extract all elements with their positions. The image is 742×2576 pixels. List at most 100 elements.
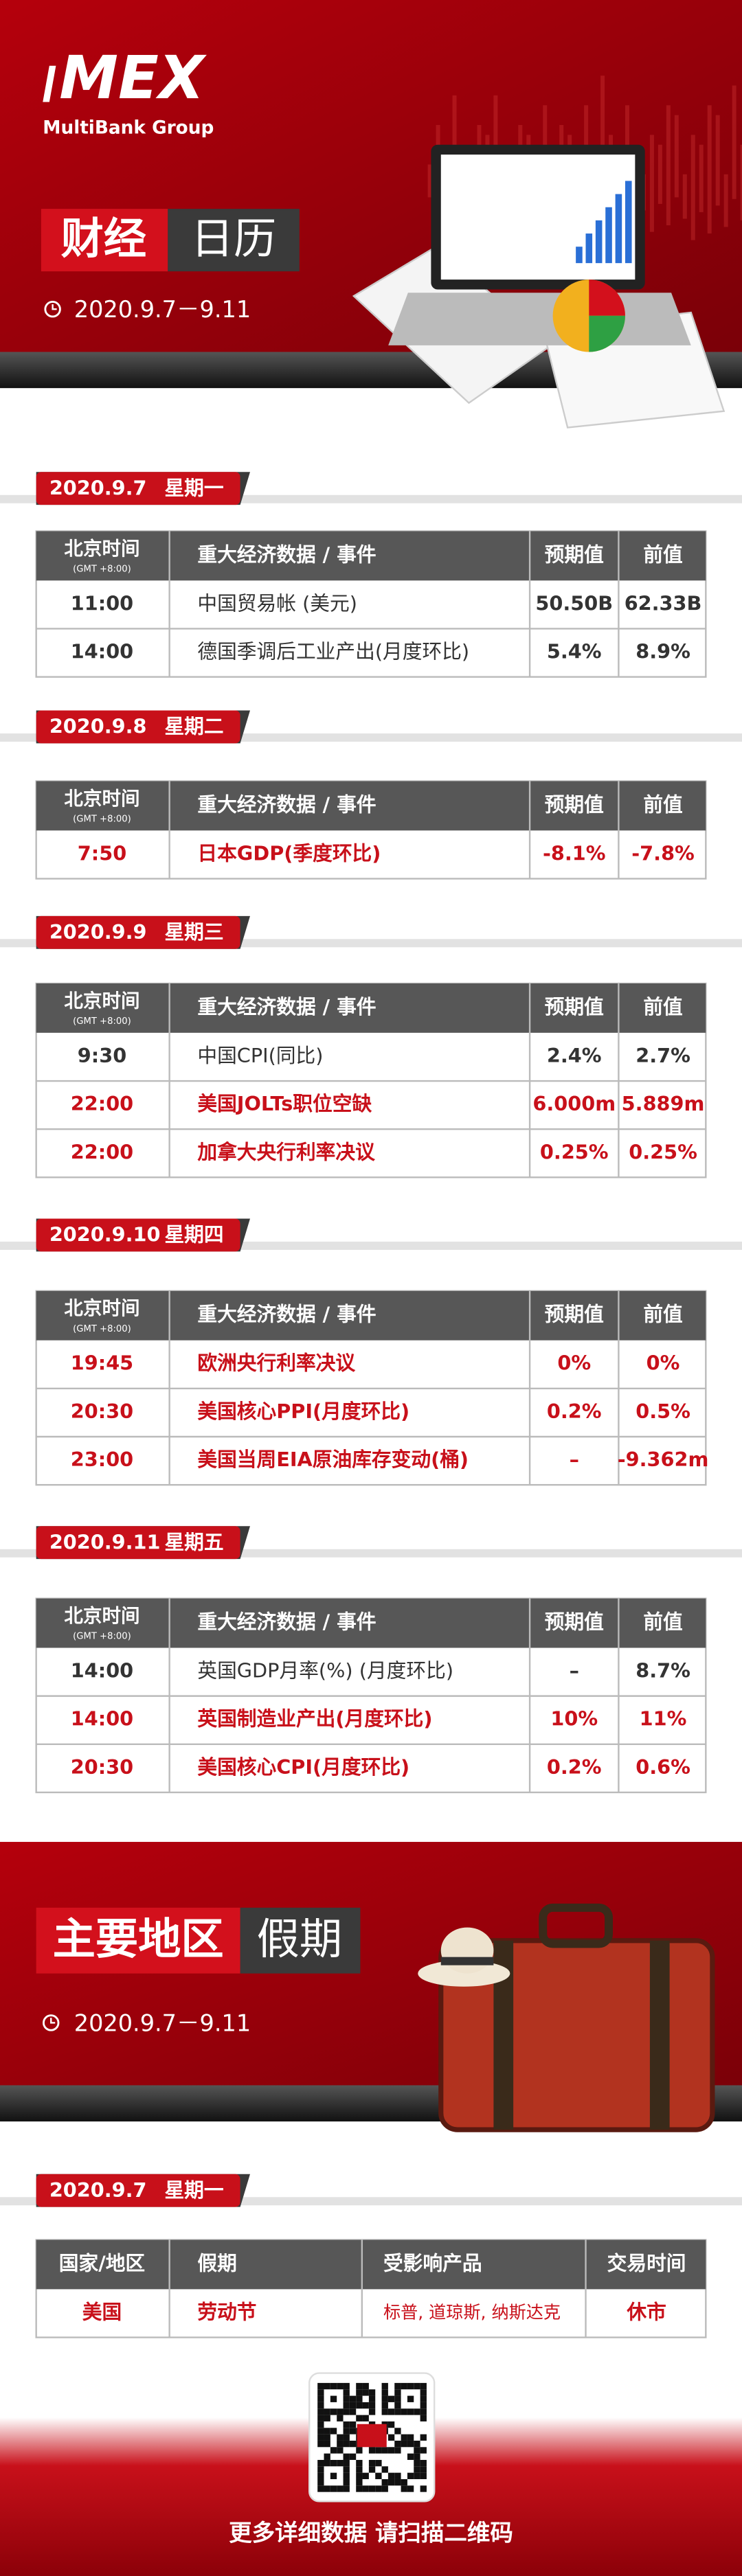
qr-cell: [414, 2447, 420, 2454]
hol-title-b: 假期: [257, 1914, 342, 1964]
deco-candle: [600, 76, 605, 203]
qr-cell: [362, 2389, 369, 2396]
th-tz: (GMT +8:00): [73, 814, 131, 825]
cell-forecast: 0%: [557, 1352, 591, 1375]
hat: [418, 1960, 510, 1987]
hol-date: 2020.9.7－9.11: [74, 2009, 251, 2036]
qr-cell: [362, 2415, 369, 2421]
qr-cell: [368, 2485, 376, 2492]
cell-event: 欧洲央行利率决议: [197, 1352, 355, 1375]
qr-cell: [324, 2434, 330, 2441]
qr-cell: [401, 2434, 407, 2441]
qr-cell: [324, 2459, 330, 2467]
clock-icon: [43, 2014, 60, 2031]
qr-cell: [381, 2466, 388, 2473]
title-a: 财经: [61, 214, 146, 264]
qr-cell: [343, 2389, 350, 2396]
qr-cell: [317, 2472, 324, 2479]
cell-previous: 8.7%: [636, 1659, 690, 1683]
qr-cell: [349, 2402, 357, 2409]
qr-cell: [407, 2395, 414, 2402]
cell-event: 中国CPI(同比): [197, 1044, 323, 1067]
qr-cell: [349, 2453, 357, 2460]
hat-band: [440, 1957, 494, 1965]
table-header-bg: [36, 781, 706, 831]
qr-cell: [407, 2453, 414, 2460]
cell-time: 14:00: [71, 1659, 133, 1683]
tab-bg: [36, 915, 240, 949]
cell-event: 日本GDP(季度环比): [197, 841, 381, 865]
cell-previous: 5.889m: [622, 1092, 705, 1115]
cell-previous: 0%: [647, 1352, 680, 1375]
qr-cell: [420, 2434, 427, 2441]
qr-cell: [317, 2382, 324, 2390]
qr-cell: [349, 2428, 357, 2435]
suitcase-handle: [539, 1903, 614, 1948]
tab-weekday: 星期三: [164, 920, 223, 944]
qr-cell: [420, 2415, 427, 2421]
cell-time: 20:30: [71, 1400, 133, 1423]
cell-previous: -7.8%: [631, 841, 695, 865]
qr-cell: [337, 2408, 344, 2415]
th-previous: 前值: [643, 543, 682, 566]
th-tz: (GMT +8:00): [73, 1632, 131, 1642]
tab-date: 2020.9.7: [49, 476, 147, 499]
qr-cell: [343, 2478, 350, 2486]
qr-cell: [337, 2459, 344, 2467]
suitcase-strap: [649, 1940, 670, 2130]
deco-candle: [682, 174, 687, 219]
cell-previous: 62.33B: [625, 591, 702, 615]
qr-cell: [317, 2434, 324, 2441]
table-header-bg: [36, 1290, 706, 1341]
cell-time: 14:00: [71, 1707, 133, 1731]
qr-cell: [337, 2382, 344, 2390]
deco-candle: [723, 174, 728, 227]
qr-cell: [368, 2408, 376, 2415]
logo-mark: [43, 65, 56, 102]
qr-cell: [387, 2408, 395, 2415]
qr-cell: [343, 2453, 350, 2460]
qr-cell: [330, 2428, 337, 2435]
tab-bg: [36, 472, 240, 505]
th-event: 重大经济数据 / 事件: [197, 543, 376, 566]
screen-bar: [605, 207, 612, 264]
qr-cell: [324, 2428, 330, 2435]
th-event: 重大经济数据 / 事件: [197, 1303, 376, 1326]
qr-cell: [420, 2395, 427, 2402]
qr-cell: [330, 2459, 337, 2467]
qr-cell: [343, 2382, 350, 2390]
qr-cell: [420, 2447, 427, 2454]
qr-cell: [317, 2466, 324, 2473]
qr-cell: [381, 2447, 388, 2454]
cell-previous: 2.7%: [636, 1044, 690, 1067]
qr-cell: [356, 2402, 363, 2409]
qr-cell: [349, 2408, 357, 2415]
th-forecast: 预期值: [545, 1303, 604, 1326]
footer-text: 更多详细数据 请扫描二维码: [229, 2520, 513, 2546]
th-time: 北京时间: [64, 1297, 139, 1319]
pie-deco: [589, 315, 625, 352]
qr-cell: [414, 2382, 420, 2390]
tab-weekday: 星期一: [164, 476, 223, 499]
qr-cell: [330, 2395, 337, 2402]
screen-bar: [615, 194, 622, 264]
qr-cell: [375, 2447, 382, 2454]
th-time: 北京时间: [64, 1605, 139, 1627]
qr-cell: [387, 2478, 395, 2486]
tab-shadow: [0, 1241, 742, 1250]
qr-cell: [356, 2447, 363, 2454]
tab-bg: [36, 2174, 240, 2207]
th-previous: 前值: [643, 995, 682, 1018]
qr-cell: [375, 2472, 382, 2479]
cell-region: 美国: [82, 2300, 122, 2323]
tab-bg: [36, 710, 240, 744]
th-tz: (GMT +8:00): [73, 1016, 131, 1027]
cell-forecast: -8.1%: [543, 841, 606, 865]
qr-cell: [343, 2408, 350, 2415]
qr-cell: [343, 2472, 350, 2479]
clock-icon: [44, 300, 61, 318]
qr-cell: [343, 2395, 350, 2402]
table-header-bg: [36, 531, 706, 581]
